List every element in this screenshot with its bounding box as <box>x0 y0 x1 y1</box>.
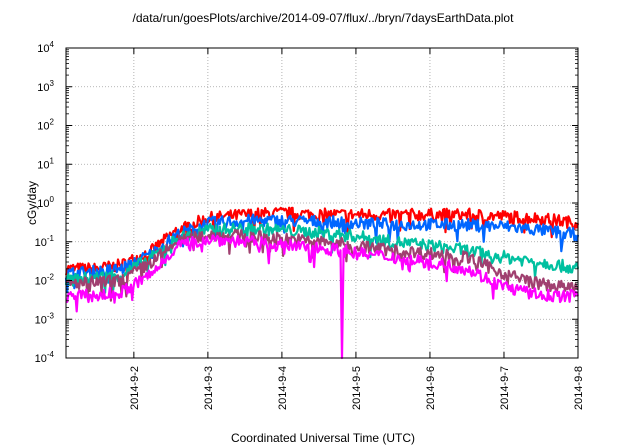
series-group <box>64 206 580 360</box>
chart-title: /data/run/goesPlots/archive/2014-09-07/f… <box>133 11 515 25</box>
y-axis-label: cGy/day <box>25 181 39 225</box>
y-tick-label: 10-4 <box>35 350 55 365</box>
x-tick-label: 2014-9-2 <box>129 366 141 410</box>
y-tick-label: 101 <box>37 156 54 171</box>
x-tick-label: 2014-9-3 <box>203 366 215 410</box>
y-tick-label: 10-3 <box>35 311 55 326</box>
y-tick-label: 10-1 <box>35 234 55 249</box>
y-tick-label: 103 <box>37 79 54 94</box>
grid <box>66 48 578 358</box>
x-tick-label: 2014-9-8 <box>573 366 585 410</box>
series-line-4 <box>65 228 579 302</box>
x-tick-label: 2014-9-6 <box>425 366 437 410</box>
y-tick-label: 104 <box>37 40 54 55</box>
y-tick-label: 100 <box>37 195 54 210</box>
x-tick-label: 2014-9-7 <box>499 366 511 410</box>
x-axis-label: Coordinated Universal Time (UTC) <box>231 431 415 445</box>
y-tick-label: 102 <box>37 118 54 133</box>
y-tick-label: 10-2 <box>35 273 55 288</box>
series-line-3 <box>64 222 580 294</box>
x-tick-label: 2014-9-4 <box>277 366 289 410</box>
x-tick-label: 2014-9-5 <box>351 366 363 410</box>
series-line-5 <box>65 234 580 360</box>
